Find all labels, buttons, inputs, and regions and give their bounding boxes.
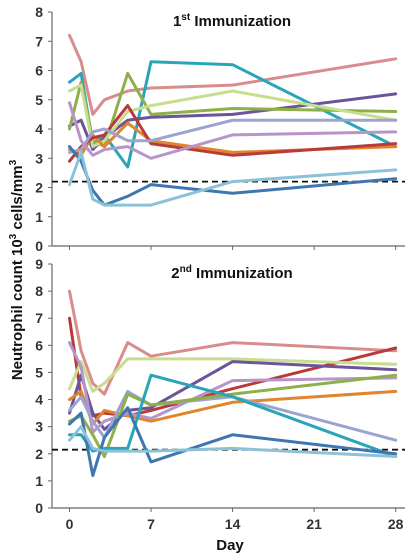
x-axis-title: Day	[216, 537, 244, 554]
series-line	[68, 101, 398, 160]
y-tick-label: 3	[35, 150, 43, 166]
y-tick-label: 5	[35, 92, 43, 108]
y-tick-label: 5	[35, 364, 43, 380]
y-tick-label: 2	[35, 180, 43, 196]
series-line	[68, 425, 398, 458]
series-line	[68, 118, 398, 154]
series-line	[68, 83, 398, 149]
series-line	[68, 373, 398, 458]
top-panel: 0 1 2 3 4 5 6 7 8 1st Immunization	[35, 4, 405, 254]
bottom-panel: 0 1 2 3 4 5 6 7 8 9 2nd Immunization	[35, 256, 405, 516]
y-tick-label: 4	[35, 392, 43, 408]
y-tick-label: 4	[35, 121, 43, 137]
x-tick-label: 7	[147, 516, 155, 532]
y-tick-label: 7	[35, 310, 43, 326]
series-line	[68, 357, 398, 393]
y-tick-label: 0	[35, 500, 43, 516]
series-line	[68, 92, 398, 151]
y-tick-label: 8	[35, 283, 43, 299]
y-tick-label: 7	[35, 33, 43, 49]
y-tick-label: 1	[35, 209, 43, 225]
series-line	[68, 33, 398, 116]
x-axis-ticks: 0 7 14 21 28	[66, 516, 404, 532]
y-tick-label: 8	[35, 4, 43, 20]
y-tick-label: 6	[35, 63, 43, 79]
y-tick-label: 1	[35, 473, 43, 489]
y-tick-label: 0	[35, 238, 43, 254]
x-tick-label: 21	[306, 516, 322, 532]
y-tick-label: 9	[35, 256, 43, 272]
y-axis-title: Neutrophil count 103 cells/mm3	[8, 159, 26, 380]
y-tick-label: 2	[35, 446, 43, 462]
series-line	[68, 389, 398, 442]
x-tick-label: 0	[66, 516, 74, 532]
y-tick-label: 3	[35, 419, 43, 435]
panel-title: 1st Immunization	[173, 12, 291, 30]
y-tick-label: 6	[35, 337, 43, 353]
x-tick-label: 28	[388, 516, 404, 532]
series-line	[68, 150, 398, 207]
panel-title: 2nd Immunization	[171, 264, 292, 282]
series-line	[68, 406, 398, 477]
x-tick-label: 14	[225, 516, 241, 532]
series-line	[68, 289, 398, 396]
